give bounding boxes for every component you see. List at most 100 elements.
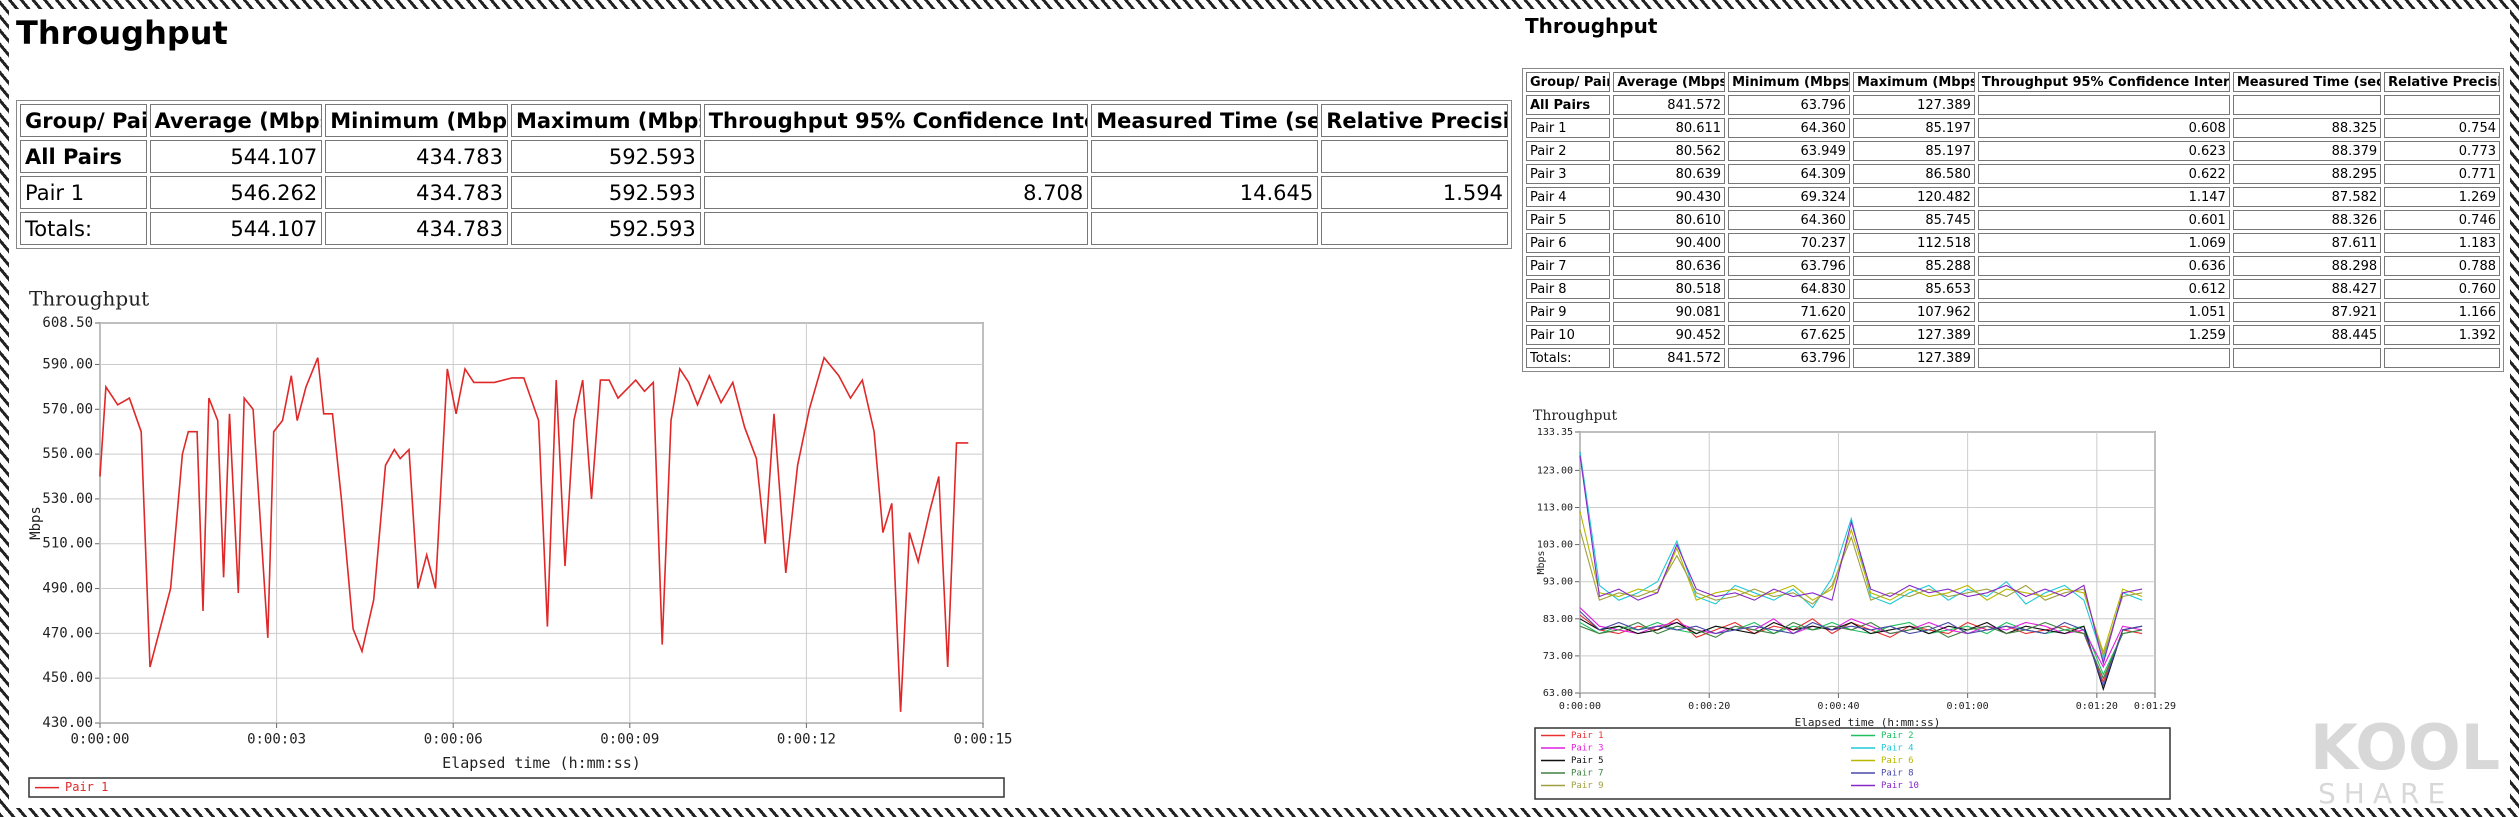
table-cell: Pair 10 [1526, 325, 1611, 345]
x-axis-label: Elapsed time (h:mm:ss) [442, 754, 641, 772]
left-title: Throughput [16, 14, 228, 52]
table-cell: 1.183 [2384, 233, 2500, 253]
table-row: Totals: 544.107 434.783 592.593 [20, 212, 1508, 245]
header-cell: Maximum (Mbps) [1852, 72, 1975, 92]
x-tick-label: 0:00:20 [1688, 701, 1730, 712]
table-cell: 592.593 [510, 140, 701, 173]
y-axis-label: Mbps [1536, 550, 1547, 574]
table-row: Pair 3 80.639 64.309 86.580 0.622 88.295 0.771 [1526, 164, 2500, 184]
table-cell: 0.608 [1977, 118, 2230, 138]
chart-title: Throughput [29, 287, 149, 311]
table-cell [1977, 348, 2230, 368]
table-cell: 0.622 [1977, 164, 2230, 184]
table-cell: 1.147 [1977, 187, 2230, 207]
y-tick-label: 73.00 [1543, 651, 1573, 662]
table-cell: 90.452 [1613, 325, 1726, 345]
table-cell: 1.594 [1321, 176, 1508, 209]
table-cell: 434.783 [325, 140, 508, 173]
table-row: Totals: 841.572 63.796 127.389 [1526, 348, 2500, 368]
table-cell: 63.796 [1728, 348, 1850, 368]
table-cell: Totals: [20, 212, 147, 245]
table-cell: 1.166 [2384, 302, 2500, 322]
table-cell: 0.601 [1977, 210, 2230, 230]
table-cell: 592.593 [510, 176, 701, 209]
y-tick-label: 450.00 [42, 670, 93, 686]
table-cell: Pair 5 [1526, 210, 1611, 230]
header-cell: Group/ Pair [20, 104, 147, 137]
table-cell: 64.830 [1728, 279, 1850, 299]
series-line [1579, 621, 2143, 676]
table-cell: Pair 2 [1526, 141, 1611, 161]
table-cell: 63.796 [1728, 256, 1850, 276]
header-cell: Measured Time (secs) [2232, 72, 2382, 92]
table-cell: Pair 8 [1526, 279, 1611, 299]
series-line [1579, 511, 2143, 655]
table-cell: Pair 7 [1526, 256, 1611, 276]
table-cell: 88.427 [2232, 279, 2382, 299]
right-table: Group/ Pair Average (Mbps) Minimum (Mbps) M… [1522, 68, 2504, 372]
table-cell: Pair 1 [20, 176, 147, 209]
plot-area [99, 322, 984, 724]
y-tick-label: 133.35 [1537, 427, 1573, 438]
y-tick-label: 510.00 [42, 536, 93, 552]
table-cell: 0.623 [1977, 141, 2230, 161]
header-cell: Relative Precision [1321, 104, 1508, 137]
table-cell: 80.611 [1613, 118, 1726, 138]
header-cell: Measured Time (secs) [1091, 104, 1319, 137]
table-row: Pair 6 90.400 70.237 112.518 1.069 87.611 1.18… [1526, 233, 2500, 253]
table-cell [2232, 348, 2382, 368]
table-cell: 80.610 [1613, 210, 1726, 230]
table-cell: All Pairs [1526, 95, 1611, 115]
header-cell: Average (Mbps) [149, 104, 323, 137]
legend-label: Pair 6 [1881, 756, 1914, 766]
y-tick-label: 590.00 [42, 356, 93, 372]
table-cell [703, 212, 1089, 245]
table-cell: 90.430 [1613, 187, 1726, 207]
table-cell: 80.518 [1613, 279, 1726, 299]
table-cell: 546.262 [149, 176, 323, 209]
header-cell: Maximum (Mbps) [510, 104, 701, 137]
x-tick-label: 0:00:06 [424, 732, 483, 748]
table-cell: 85.745 [1852, 210, 1975, 230]
table-cell [2232, 95, 2382, 115]
header-cell: Minimum (Mbps) [1728, 72, 1850, 92]
y-tick-label: 530.00 [42, 491, 93, 507]
table-cell: Pair 4 [1526, 187, 1611, 207]
legend-box [28, 777, 1005, 798]
table-cell: 0.773 [2384, 141, 2500, 161]
table-row: Pair 1 546.262 434.783 592.593 8.708 14.645 1.… [20, 176, 1508, 209]
table-cell: 592.593 [510, 212, 701, 245]
table-row: Pair 4 90.430 69.324 120.482 1.147 87.582 1.26… [1526, 187, 2500, 207]
table-cell: Totals: [1526, 348, 1611, 368]
table-cell: 88.445 [2232, 325, 2382, 345]
table-cell: 544.107 [149, 212, 323, 245]
series-line [99, 356, 969, 712]
legend-label: Pair 8 [1881, 769, 1914, 779]
x-axis-label: Elapsed time (h:mm:ss) [1795, 716, 1941, 729]
y-tick-label: 103.00 [1537, 540, 1573, 551]
table-cell: 88.379 [2232, 141, 2382, 161]
table-row: Pair 9 90.081 71.620 107.962 1.051 87.921 1.16… [1526, 302, 2500, 322]
table-cell: 127.389 [1852, 95, 1975, 115]
watermark: SHARE [2318, 777, 2453, 810]
x-tick-label: 0:00:12 [777, 732, 836, 748]
table-cell: 1.259 [1977, 325, 2230, 345]
table-cell: Pair 9 [1526, 302, 1611, 322]
table-cell: 80.636 [1613, 256, 1726, 276]
y-tick-label: 63.00 [1543, 688, 1573, 699]
header-cell: Throughput 95% Confidence Interval [1977, 72, 2230, 92]
table-cell: 1.069 [1977, 233, 2230, 253]
table-row: Pair 2 80.562 63.949 85.197 0.623 88.379 0.773 [1526, 141, 2500, 161]
series-line [1579, 611, 2143, 688]
table-cell: 8.708 [703, 176, 1089, 209]
table-cell: 64.360 [1728, 210, 1850, 230]
table-cell: 841.572 [1613, 95, 1726, 115]
table-cell: 841.572 [1613, 348, 1726, 368]
table-cell: 85.197 [1852, 141, 1975, 161]
table-cell: 64.360 [1728, 118, 1850, 138]
table-cell: 90.081 [1613, 302, 1726, 322]
legend-label: Pair 4 [1881, 744, 1914, 754]
